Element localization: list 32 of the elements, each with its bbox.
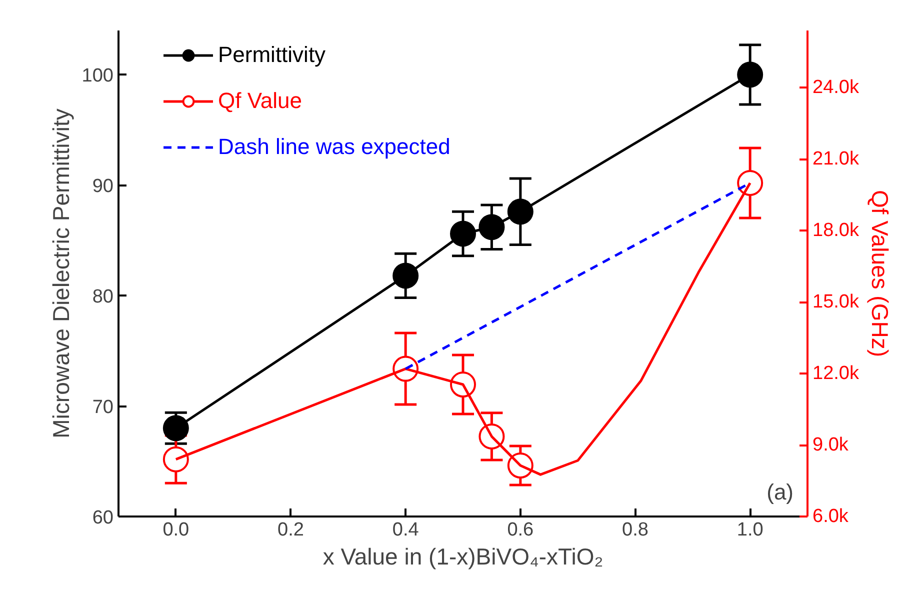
x-tick-label: 0.8: [622, 520, 648, 540]
annotation: (a): [766, 480, 794, 504]
legend-label: Dash line was expected: [218, 134, 450, 160]
x-tick-label: 0.0: [162, 520, 190, 540]
y2-tick-label: 21.0k: [812, 148, 860, 170]
y2-axis-title: Qf Values (GHz): [866, 190, 893, 357]
point: [507, 198, 534, 225]
point: [450, 220, 476, 247]
y2-tick-label: 12.0k: [812, 363, 860, 384]
point: [478, 214, 505, 240]
legend-label: Qf Value: [218, 88, 302, 114]
x-tick-label: 1.0: [736, 520, 764, 540]
point: [392, 262, 419, 289]
y-tick-label: 80: [92, 286, 114, 308]
y-tick-label: 70: [92, 397, 114, 418]
x-tick-label: 0.2: [278, 520, 304, 540]
legend-label: Permittivity: [218, 42, 326, 68]
y2-tick-label: 6.0k: [812, 506, 849, 527]
y2-tick-label: 24.0k: [812, 77, 860, 98]
point: [737, 62, 764, 88]
y-tick-label: 60: [92, 508, 114, 528]
point: [162, 415, 189, 442]
y2-tick-label: 15.0k: [812, 292, 860, 313]
y-tick-label: 100: [82, 66, 114, 87]
y-axis-title: Microwave Dielectric Permittivity: [48, 108, 74, 438]
y-tick-label: 90: [92, 176, 114, 198]
point: [162, 446, 189, 472]
x-tick-label: 0.4: [392, 520, 420, 540]
y2-tick-label: 18.0k: [812, 220, 860, 242]
x-tick-label: 0.6: [507, 520, 534, 540]
y2-tick-label: 9.0k: [812, 434, 849, 456]
x-axis-title: x Value in (1-x)BiVO₄-xTiO₂: [322, 544, 604, 570]
